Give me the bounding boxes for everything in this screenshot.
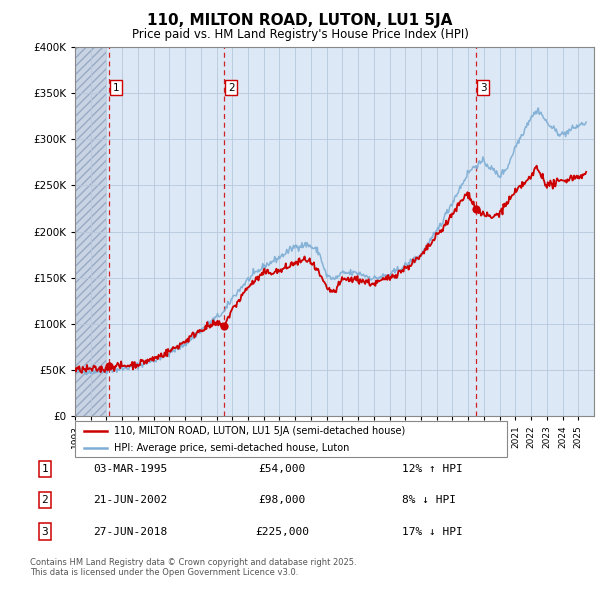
Bar xyxy=(75,47,106,416)
Text: 3: 3 xyxy=(480,83,487,93)
Text: HPI: Average price, semi-detached house, Luton: HPI: Average price, semi-detached house,… xyxy=(114,443,349,453)
Text: 1: 1 xyxy=(113,83,119,93)
Text: 2: 2 xyxy=(228,83,235,93)
Text: 2: 2 xyxy=(41,496,49,505)
Text: 03-MAR-1995: 03-MAR-1995 xyxy=(93,464,167,474)
Text: 110, MILTON ROAD, LUTON, LU1 5JA (semi-detached house): 110, MILTON ROAD, LUTON, LU1 5JA (semi-d… xyxy=(114,426,405,436)
Text: £54,000: £54,000 xyxy=(259,464,305,474)
Text: £225,000: £225,000 xyxy=(255,527,309,536)
Point xyxy=(104,362,114,371)
Text: 17% ↓ HPI: 17% ↓ HPI xyxy=(402,527,463,536)
Point xyxy=(219,321,229,330)
Text: £98,000: £98,000 xyxy=(259,496,305,505)
Text: 110, MILTON ROAD, LUTON, LU1 5JA: 110, MILTON ROAD, LUTON, LU1 5JA xyxy=(148,13,452,28)
Text: 12% ↑ HPI: 12% ↑ HPI xyxy=(402,464,463,474)
Point xyxy=(471,204,481,213)
Text: 3: 3 xyxy=(41,527,49,536)
Text: 21-JUN-2002: 21-JUN-2002 xyxy=(93,496,167,505)
Text: Contains HM Land Registry data © Crown copyright and database right 2025.
This d: Contains HM Land Registry data © Crown c… xyxy=(30,558,356,577)
Text: 27-JUN-2018: 27-JUN-2018 xyxy=(93,527,167,536)
Text: 8% ↓ HPI: 8% ↓ HPI xyxy=(402,496,456,505)
Text: 1: 1 xyxy=(41,464,49,474)
Text: Price paid vs. HM Land Registry's House Price Index (HPI): Price paid vs. HM Land Registry's House … xyxy=(131,28,469,41)
